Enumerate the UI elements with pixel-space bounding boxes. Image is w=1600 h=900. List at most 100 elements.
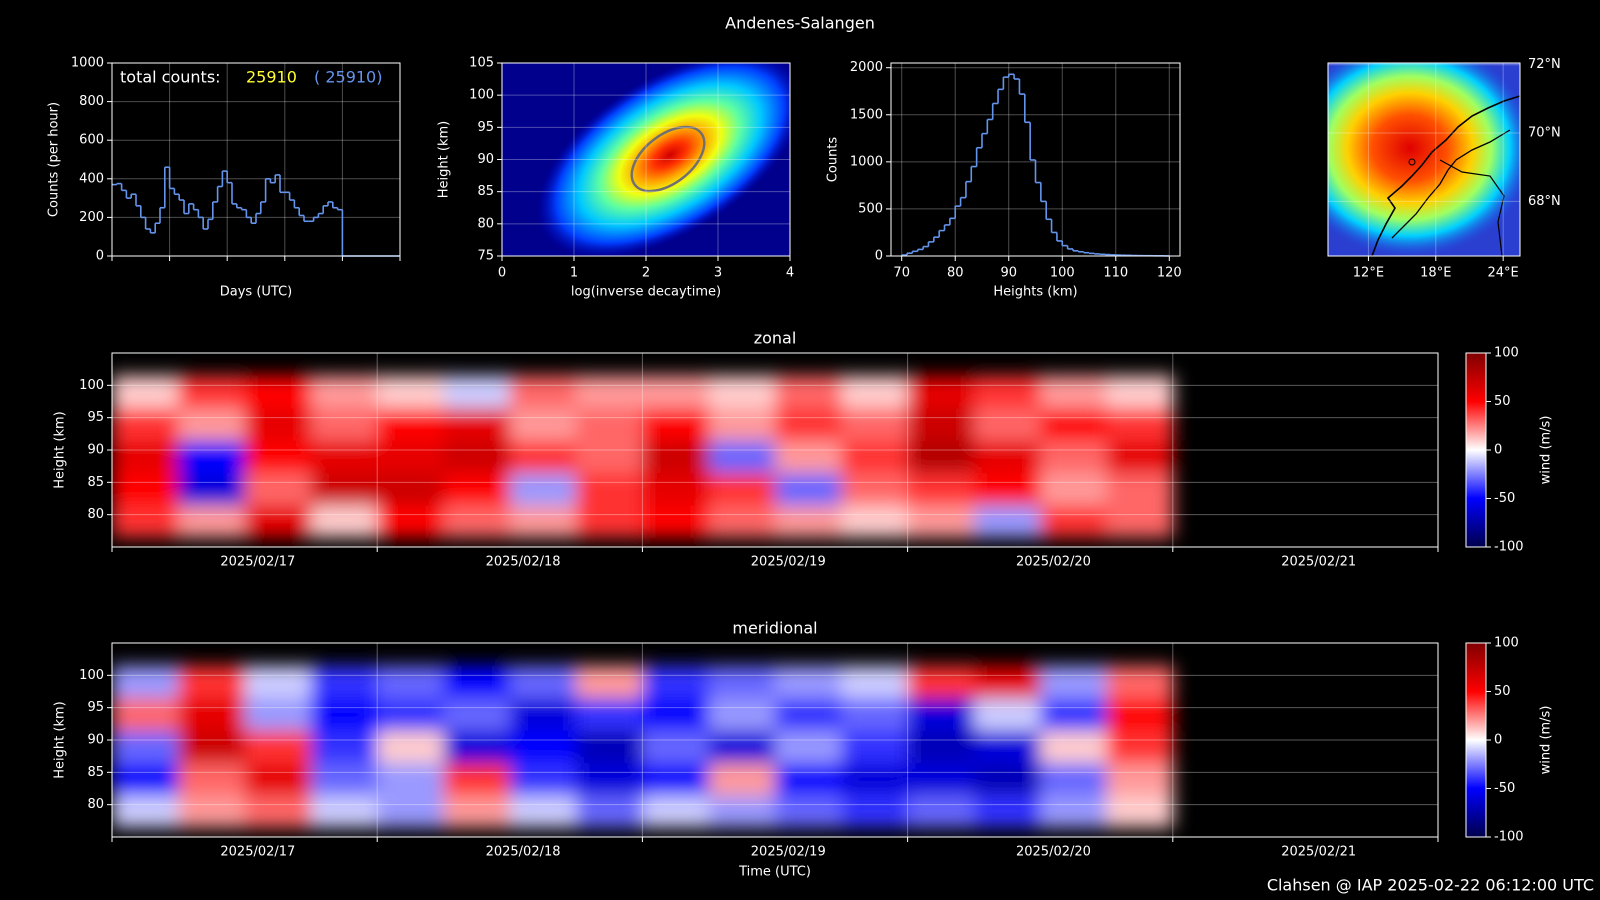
- x-tick-label: 2025/02/21: [1281, 845, 1356, 860]
- colorbar-tick-label: 100: [1494, 346, 1519, 361]
- wind-cell: [775, 794, 842, 828]
- wind-cell: [310, 375, 378, 409]
- wind-cell: [1106, 440, 1174, 474]
- wind-cell: [907, 440, 975, 474]
- x-tick-label: 1: [570, 266, 578, 281]
- wind-cell: [310, 665, 378, 699]
- wind-cell: [576, 440, 643, 474]
- wind-cell: [907, 762, 975, 796]
- wind-cell: [775, 407, 842, 441]
- wind-cell: [443, 472, 511, 506]
- x-tick-label: 2025/02/18: [486, 555, 561, 570]
- axes-frame: [111, 352, 1439, 548]
- wind-cell: [1040, 504, 1107, 538]
- wind-cell: [642, 794, 710, 828]
- panel-title: zonal: [754, 329, 797, 348]
- meridional-cells: [112, 665, 1174, 828]
- wind-cell: [509, 407, 577, 441]
- wind-cell: [443, 375, 511, 409]
- axes-frame: [890, 62, 1181, 257]
- y-tick-label: 90: [87, 733, 104, 748]
- x-tick-label: 100: [1050, 266, 1075, 281]
- wind-cell: [377, 504, 444, 538]
- wind-cell: [576, 407, 643, 441]
- wind-cell: [244, 504, 312, 538]
- wind-cell: [973, 794, 1041, 828]
- wind-cell: [642, 472, 710, 506]
- wind-cell: [112, 504, 179, 538]
- wind-cell: [841, 665, 909, 699]
- wind-cell: [1106, 504, 1174, 538]
- wind-cell: [1040, 762, 1107, 796]
- colorbar-tick-label: 100: [1494, 636, 1519, 651]
- wind-cell: [708, 375, 776, 409]
- station: [1408, 158, 1416, 166]
- wind-cell: [973, 407, 1041, 441]
- wind-cell: [244, 762, 312, 796]
- wind-cell: [973, 697, 1041, 731]
- meridional-plot: [112, 665, 1174, 828]
- wind-cell: [841, 440, 909, 474]
- wind-cell: [443, 440, 511, 474]
- wind-cell: [841, 762, 909, 796]
- wind-cell: [642, 697, 710, 731]
- y-tick-label: 100: [79, 668, 104, 683]
- density-cloud: [536, 63, 790, 256]
- wind-cell: [244, 472, 312, 506]
- wind-cell: [775, 472, 842, 506]
- wind-cell: [973, 762, 1041, 796]
- y-tick-label: 95: [87, 700, 104, 715]
- wind-cell: [310, 697, 378, 731]
- wind-cell: [377, 472, 444, 506]
- figure-title: Andenes-Salangen: [725, 14, 875, 33]
- wind-cell: [509, 762, 577, 796]
- annotation: ( 25910): [314, 68, 382, 87]
- wind-cell: [244, 665, 312, 699]
- wind-cell: [112, 730, 179, 764]
- y-tick-label: 100: [79, 378, 104, 393]
- wind-cell: [443, 730, 511, 764]
- wind-cell: [1040, 375, 1107, 409]
- y-tick-label: 70°N: [1528, 126, 1561, 141]
- y-tick-label: 90: [87, 443, 104, 458]
- wind-cell: [377, 407, 444, 441]
- wind-cell: [576, 794, 643, 828]
- wind-cell: [443, 762, 511, 796]
- wind-cell: [708, 472, 776, 506]
- wind-cell: [642, 730, 710, 764]
- wind-cell: [112, 697, 179, 731]
- wind-cell: [775, 504, 842, 538]
- wind-cell: [112, 407, 179, 441]
- wind-cell: [708, 762, 776, 796]
- wind-cell: [708, 665, 776, 699]
- map: [1328, 63, 1520, 256]
- y-tick-label: 80: [87, 507, 104, 522]
- wind-cell: [1106, 730, 1174, 764]
- wind-cell: [775, 697, 842, 731]
- colorbar: [1465, 642, 1487, 838]
- wind-cell: [1040, 407, 1107, 441]
- wind-cell: [310, 440, 378, 474]
- y-tick-label: 800: [79, 94, 104, 109]
- wind-cell: [973, 665, 1041, 699]
- wind-cell: [244, 697, 312, 731]
- wind-cell: [841, 504, 909, 538]
- wind-cell: [178, 730, 246, 764]
- wind-cell: [443, 794, 511, 828]
- wind-cell: [509, 665, 577, 699]
- wind-cell: [775, 762, 842, 796]
- wind-cell: [576, 665, 643, 699]
- wind-cell: [576, 472, 643, 506]
- wind-cell: [377, 440, 444, 474]
- wind-cell: [907, 504, 975, 538]
- y-tick-label: 85: [477, 184, 494, 199]
- y-tick-label: 0: [96, 249, 104, 264]
- x-tick-label: 70: [893, 266, 910, 281]
- y-tick-label: 90: [477, 152, 494, 167]
- wind-cell: [775, 665, 842, 699]
- y-tick-label: 500: [858, 201, 883, 216]
- y-axis-label: Counts (per hour): [47, 102, 62, 217]
- wind-cell: [576, 730, 643, 764]
- wind-cell: [244, 375, 312, 409]
- y-tick-label: 95: [87, 410, 104, 425]
